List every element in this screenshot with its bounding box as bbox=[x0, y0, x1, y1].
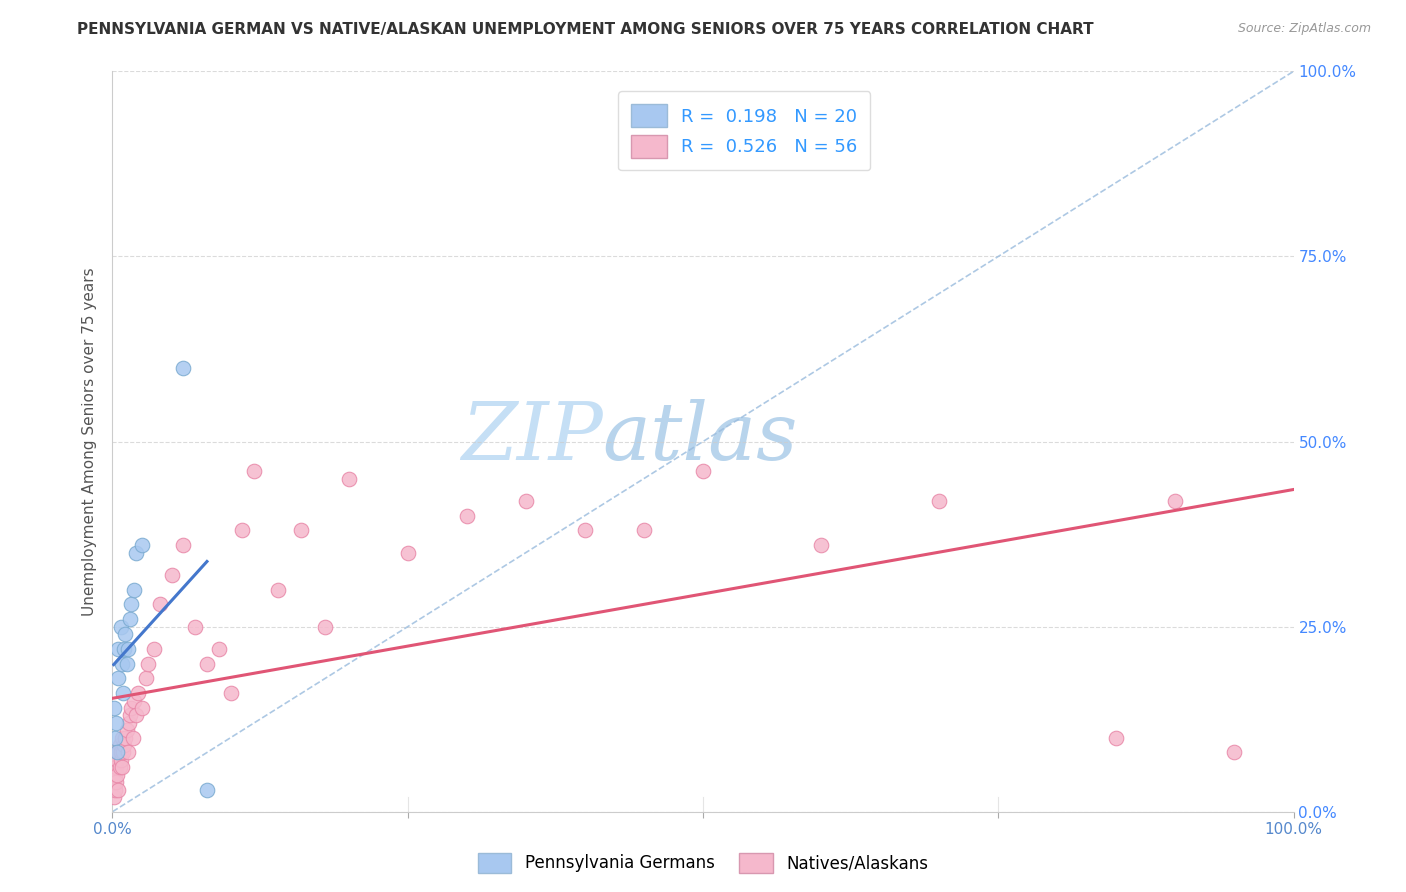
Point bbox=[115, 723, 138, 738]
Point bbox=[107, 746, 129, 760]
Point bbox=[117, 746, 139, 760]
Text: ZIP: ZIP bbox=[461, 399, 603, 476]
Point bbox=[172, 360, 194, 375]
Point bbox=[110, 619, 132, 633]
Text: PENNSYLVANIA GERMAN VS NATIVE/ALASKAN UNEMPLOYMENT AMONG SENIORS OVER 75 YEARS C: PENNSYLVANIA GERMAN VS NATIVE/ALASKAN UN… bbox=[77, 22, 1094, 37]
Point bbox=[219, 686, 242, 700]
Point bbox=[112, 686, 135, 700]
Point bbox=[267, 582, 290, 597]
Point bbox=[135, 672, 157, 686]
Point bbox=[111, 731, 134, 745]
Point bbox=[692, 464, 714, 478]
Point bbox=[314, 619, 336, 633]
Y-axis label: Unemployment Among Seniors over 75 years: Unemployment Among Seniors over 75 years bbox=[82, 268, 97, 615]
Point bbox=[160, 567, 183, 582]
Point bbox=[114, 627, 136, 641]
Point bbox=[104, 782, 127, 797]
Point bbox=[1105, 731, 1128, 745]
Point bbox=[114, 731, 136, 745]
Point bbox=[105, 753, 128, 767]
Point bbox=[120, 701, 142, 715]
Point bbox=[112, 641, 135, 656]
Point bbox=[103, 775, 125, 789]
Point bbox=[142, 641, 165, 656]
Point bbox=[110, 753, 132, 767]
Point bbox=[574, 524, 596, 538]
Point bbox=[118, 715, 141, 730]
Point bbox=[107, 782, 129, 797]
Point bbox=[121, 731, 143, 745]
Point bbox=[396, 546, 419, 560]
Point bbox=[1223, 746, 1246, 760]
Point bbox=[115, 657, 138, 671]
Point bbox=[810, 538, 832, 552]
Legend: Pennsylvania Germans, Natives/Alaskans: Pennsylvania Germans, Natives/Alaskans bbox=[471, 847, 935, 880]
Point bbox=[127, 686, 149, 700]
Point bbox=[112, 738, 135, 752]
Point bbox=[111, 760, 134, 774]
Point bbox=[243, 464, 266, 478]
Point bbox=[120, 708, 142, 723]
Point bbox=[105, 715, 128, 730]
Point bbox=[120, 612, 142, 626]
Point bbox=[122, 582, 145, 597]
Point bbox=[104, 731, 127, 745]
Point bbox=[103, 789, 125, 804]
Point bbox=[231, 524, 253, 538]
Point bbox=[122, 694, 145, 708]
Point bbox=[290, 524, 312, 538]
Point bbox=[105, 760, 128, 774]
Point bbox=[112, 746, 135, 760]
Point bbox=[120, 598, 142, 612]
Point bbox=[131, 701, 153, 715]
Text: atlas: atlas bbox=[603, 399, 799, 476]
Point bbox=[184, 619, 207, 633]
Point bbox=[105, 767, 128, 781]
Point bbox=[195, 657, 218, 671]
Point bbox=[104, 767, 127, 781]
Point bbox=[105, 775, 128, 789]
Point bbox=[107, 641, 129, 656]
Point bbox=[131, 538, 153, 552]
Point bbox=[105, 746, 128, 760]
Point bbox=[515, 493, 537, 508]
Point bbox=[107, 672, 129, 686]
Point bbox=[149, 598, 172, 612]
Point bbox=[111, 657, 134, 671]
Point bbox=[110, 746, 132, 760]
Point bbox=[337, 471, 360, 485]
Point bbox=[125, 708, 148, 723]
Point bbox=[125, 546, 148, 560]
Point bbox=[208, 641, 231, 656]
Point bbox=[456, 508, 478, 523]
Point bbox=[195, 782, 218, 797]
Point bbox=[103, 701, 125, 715]
Text: Source: ZipAtlas.com: Source: ZipAtlas.com bbox=[1237, 22, 1371, 36]
Point bbox=[172, 538, 194, 552]
Point bbox=[928, 493, 950, 508]
Point bbox=[1164, 493, 1187, 508]
Point bbox=[108, 760, 131, 774]
Point bbox=[108, 738, 131, 752]
Point bbox=[136, 657, 159, 671]
Point bbox=[117, 641, 139, 656]
Legend: R =  0.198   N = 20, R =  0.526   N = 56: R = 0.198 N = 20, R = 0.526 N = 56 bbox=[619, 92, 870, 170]
Point bbox=[633, 524, 655, 538]
